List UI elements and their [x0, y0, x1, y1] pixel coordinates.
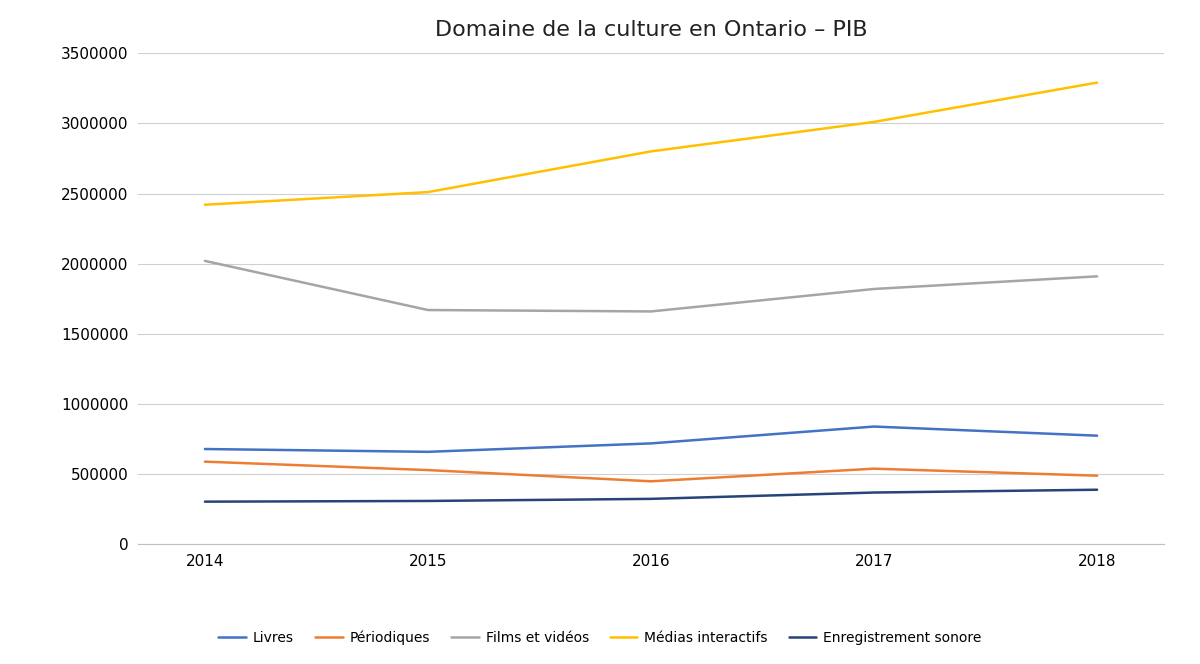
Enregistrement sonore: [198, 498, 212, 506]
Périodiques: [1090, 471, 1104, 479]
Livres: [643, 440, 658, 448]
Livres: [1090, 432, 1104, 440]
Médias interactifs: [643, 147, 658, 155]
Livres: [866, 422, 881, 430]
Line: Médias interactifs: Médias interactifs: [205, 82, 1097, 205]
Line: Périodiques: Périodiques: [205, 461, 1097, 481]
Enregistrement sonore: [1090, 486, 1104, 494]
Médias interactifs: [1090, 78, 1104, 86]
Périodiques: [198, 457, 212, 465]
Films et vidéos: [421, 306, 436, 314]
Films et vidéos: [643, 307, 658, 315]
Films et vidéos: [1090, 272, 1104, 280]
Films et vidéos: [198, 257, 212, 265]
Médias interactifs: [198, 201, 212, 208]
Line: Films et vidéos: Films et vidéos: [205, 261, 1097, 311]
Enregistrement sonore: [421, 497, 436, 505]
Enregistrement sonore: [866, 489, 881, 497]
Périodiques: [866, 465, 881, 473]
Films et vidéos: [866, 285, 881, 293]
Périodiques: [421, 466, 436, 474]
Legend: Livres, Périodiques, Films et vidéos, Médias interactifs, Enregistrement sonore: Livres, Périodiques, Films et vidéos, Mé…: [212, 625, 988, 651]
Line: Livres: Livres: [205, 426, 1097, 452]
Title: Domaine de la culture en Ontario – PIB: Domaine de la culture en Ontario – PIB: [434, 21, 868, 41]
Médias interactifs: [866, 118, 881, 126]
Enregistrement sonore: [643, 495, 658, 503]
Line: Enregistrement sonore: Enregistrement sonore: [205, 490, 1097, 502]
Médias interactifs: [421, 188, 436, 196]
Livres: [198, 445, 212, 453]
Livres: [421, 448, 436, 456]
Périodiques: [643, 477, 658, 485]
